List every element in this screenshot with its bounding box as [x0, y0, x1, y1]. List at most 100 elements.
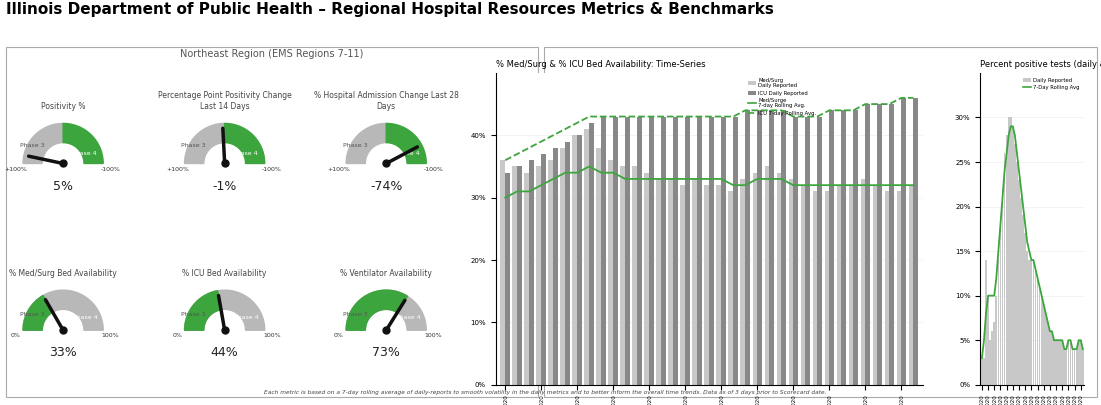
Bar [1005, 135, 1007, 385]
Text: Phase 4: Phase 4 [233, 151, 258, 156]
Bar [1078, 340, 1080, 385]
Title: % Ventilator Availability: % Ventilator Availability [340, 269, 433, 278]
Bar [577, 135, 582, 385]
Text: 33%: 33% [50, 346, 77, 359]
Text: Phase 4: Phase 4 [395, 151, 419, 156]
Bar [1061, 340, 1064, 385]
Title: % Hospital Admission Change Last 28
Days: % Hospital Admission Change Last 28 Days [314, 91, 459, 111]
Bar [849, 185, 853, 385]
Bar [1037, 278, 1038, 385]
Polygon shape [23, 290, 103, 330]
Bar [877, 104, 882, 385]
Bar [800, 185, 805, 385]
Bar [668, 179, 674, 385]
Bar [585, 129, 589, 385]
Bar [1007, 117, 1010, 385]
Bar [1014, 144, 1016, 385]
Bar [1000, 224, 1001, 385]
Bar [1073, 349, 1076, 385]
Text: Phase 4: Phase 4 [73, 315, 98, 320]
Polygon shape [185, 291, 221, 330]
Bar [1054, 340, 1055, 385]
Text: -100%: -100% [100, 167, 120, 172]
Text: 0%: 0% [11, 333, 21, 339]
Polygon shape [346, 124, 386, 164]
Bar [776, 173, 782, 385]
Text: % Med/Surg & % ICU Bed Availability: Time-Series: % Med/Surg & % ICU Bed Availability: Tim… [495, 60, 706, 69]
Bar [1055, 340, 1057, 385]
Bar [512, 166, 517, 385]
Bar [998, 260, 1000, 385]
Bar [1045, 313, 1047, 385]
Text: -74%: -74% [370, 179, 402, 192]
Polygon shape [386, 124, 426, 164]
Bar [536, 166, 542, 385]
Bar [1068, 340, 1069, 385]
Text: 44%: 44% [210, 346, 239, 359]
Bar [1064, 349, 1065, 385]
Bar [1047, 322, 1048, 385]
Bar [589, 123, 595, 385]
Title: % Med/Surg Bed Availability: % Med/Surg Bed Availability [9, 269, 117, 278]
Text: 0%: 0% [334, 333, 344, 339]
Bar [674, 117, 678, 385]
Polygon shape [23, 296, 53, 330]
Bar [902, 98, 906, 385]
Bar [505, 173, 510, 385]
Bar [517, 166, 522, 385]
Bar [656, 179, 662, 385]
Bar [1033, 260, 1034, 385]
Bar [632, 166, 637, 385]
Bar [548, 160, 553, 385]
Polygon shape [23, 124, 63, 164]
Bar [625, 117, 630, 385]
Bar [1059, 340, 1061, 385]
Bar [914, 98, 918, 385]
Text: +100%: +100% [4, 167, 28, 172]
Text: 5%: 5% [53, 179, 73, 192]
Bar [501, 160, 505, 385]
Bar [865, 104, 870, 385]
Bar [1076, 349, 1078, 385]
Text: Phase 3: Phase 3 [342, 312, 368, 317]
Text: Phase 3: Phase 3 [20, 312, 44, 317]
Bar [680, 185, 685, 385]
Polygon shape [346, 290, 426, 330]
Text: Illinois Department of Public Health – Regional Hospital Resources Metrics & Ben: Illinois Department of Public Health – R… [6, 2, 773, 17]
Bar [1051, 331, 1053, 385]
Bar [1026, 251, 1028, 385]
Bar [530, 160, 534, 385]
Bar [993, 322, 995, 385]
Text: -1%: -1% [212, 179, 237, 192]
Bar [782, 110, 786, 385]
Bar [1071, 349, 1073, 385]
Bar [872, 185, 877, 385]
Bar [524, 173, 530, 385]
Bar [1002, 189, 1003, 385]
Bar [805, 117, 810, 385]
Bar [553, 148, 558, 385]
Text: Phase 3: Phase 3 [20, 143, 44, 148]
Bar [981, 358, 983, 385]
Bar [1049, 331, 1050, 385]
Polygon shape [185, 124, 225, 164]
Title: % ICU Bed Availability: % ICU Bed Availability [183, 269, 266, 278]
Text: Phase 3: Phase 3 [342, 143, 368, 148]
Text: Percent positive tests (daily & 7-day rolling average): Percent positive tests (daily & 7-day ro… [980, 60, 1101, 69]
Polygon shape [346, 290, 407, 330]
Title: Percentage Point Positivity Change
Last 14 Days: Percentage Point Positivity Change Last … [157, 91, 292, 111]
Bar [573, 135, 577, 385]
Bar [985, 260, 986, 385]
Bar [990, 340, 991, 385]
Bar [1021, 198, 1022, 385]
Bar [1043, 305, 1045, 385]
Bar [1069, 340, 1071, 385]
Legend: Daily Reported, 7-Day Rolling Avg: Daily Reported, 7-Day Rolling Avg [1021, 76, 1082, 92]
Bar [841, 110, 847, 385]
Bar [1018, 180, 1020, 385]
Text: Phase 4: Phase 4 [72, 151, 96, 156]
Bar [1028, 260, 1031, 385]
Text: -100%: -100% [424, 167, 444, 172]
Legend: Med/Surg
Daily Reported, ICU Daily Reported, Med/Surge
7-day Rolling Avg., ICU 7: Med/Surg Daily Reported, ICU Daily Repor… [746, 76, 818, 118]
Text: Phase 4: Phase 4 [235, 315, 259, 320]
